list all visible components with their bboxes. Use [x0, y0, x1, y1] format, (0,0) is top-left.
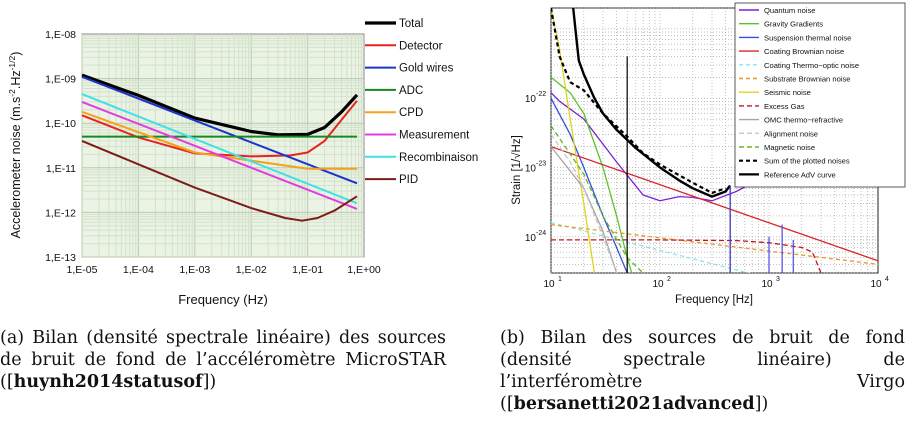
legend-label: Recombinaison: [399, 152, 478, 164]
y-tick-label: 10: [525, 233, 537, 244]
caption-b: (b) Bilan des sources de bruit de fond (…: [500, 327, 905, 415]
series-line: [572, 8, 732, 198]
series-line: [81, 73, 359, 137]
legend-label: Gravity Gradients: [764, 20, 823, 29]
chart-b-x-axis-label: Frequency [Hz]: [675, 294, 753, 306]
y-tick-label: 1,E-13: [45, 252, 76, 264]
caption-b-ref: bersanetti2021advanced: [513, 394, 755, 414]
caption-a: (a) Bilan (densité spectrale linéaire) d…: [0, 327, 446, 393]
y-tick-label: 1,E-09: [45, 74, 76, 86]
x-tick-exponent: 4: [885, 276, 889, 283]
legend-label: Alignment noise: [764, 129, 818, 138]
legend-label: CPD: [399, 107, 423, 119]
chart-b-legend: Quantum noise Gravity Gradients Suspension…: [734, 2, 906, 188]
chart-b-resonance-lines: [626, 56, 794, 273]
legend-label: Coating Thermo−optic noise: [764, 61, 859, 70]
chart-a-series: [81, 73, 359, 222]
y-tick-label: 10: [525, 94, 537, 105]
caption-b-close: ]): [754, 394, 769, 414]
x-tick-label: 1,E-03: [179, 264, 210, 276]
series-line: [81, 139, 358, 222]
chart-a-plot-area: [81, 33, 365, 258]
legend-label: Detector: [399, 40, 443, 52]
series-line: [551, 97, 628, 273]
x-tick-label: 10: [761, 279, 773, 290]
caption-b-text: (b) Bilan des sources de bruit de fond (…: [500, 328, 905, 414]
series-line: [81, 100, 358, 210]
x-tick-label: 1,E-05: [67, 264, 98, 276]
legend-label: Magnetic noise: [764, 143, 815, 152]
legend-label: Measurement: [399, 130, 470, 142]
caption-a-ref: huynh2014statusof: [13, 372, 203, 392]
y-tick-label: 10: [525, 163, 537, 174]
chart-a-x-axis-label: Frequency (Hz): [178, 292, 268, 307]
legend-label: Coating Brownian noise: [764, 47, 844, 56]
x-tick-exponent: 1: [558, 276, 562, 283]
y-tick-exponent: -23: [536, 160, 546, 167]
series-line: [551, 125, 644, 273]
caption-a-close: ]): [202, 372, 217, 392]
legend-label: Total: [399, 18, 423, 30]
x-tick-label: 1,E+00: [347, 264, 381, 276]
y-tick-label: 1,E-12: [45, 207, 76, 219]
x-tick-label: 10: [870, 279, 882, 290]
series-line: [81, 75, 358, 185]
series-line: [551, 134, 618, 273]
y-tick-label: 1,E-08: [45, 29, 76, 41]
legend-label: Sum of the plotted noises: [764, 157, 850, 166]
series-line: [551, 223, 878, 265]
x-tick-label: 1,E-02: [236, 264, 267, 276]
series-line: [551, 146, 618, 273]
legend-label: Reference AdV curve: [764, 170, 836, 179]
x-tick-exponent: 3: [776, 276, 780, 283]
legend-label: Suspension thermal noise: [764, 33, 851, 42]
x-tick-label: 10: [543, 279, 555, 290]
legend-label: Quantum noise: [764, 6, 816, 15]
chart-a-tick-labels: 1,E-05 1,E-04 1,E-03 1,E-02 1,E-01 1,E+00 1,E-…: [45, 29, 381, 276]
y-tick-label: 1,E-10: [45, 118, 76, 130]
chart-a-y-axis-label: Accelerometer noise (m.s-2.Hz-1/2): [7, 52, 23, 239]
y-tick-label: 1,E-11: [46, 163, 76, 175]
series-line: [551, 221, 752, 273]
legend-label: Seismic noise: [764, 88, 811, 97]
chart-a-legend: Total Detector Gold wires ADC CPD Measurement…: [365, 18, 478, 186]
chart-b-y-axis-label: Strain [1/√Hz]: [510, 135, 523, 205]
legend-box: [734, 2, 906, 188]
series-line: [81, 93, 358, 205]
series-line: [551, 145, 878, 262]
x-tick-label: 1,E-04: [123, 264, 154, 276]
accelerometer-noise-chart: 1,E-05 1,E-04 1,E-03 1,E-02 1,E-01 1,E+00 1,E-…: [7, 18, 478, 307]
legend-label: PID: [399, 174, 418, 186]
legend-label: ADC: [399, 85, 423, 97]
series-line: [81, 100, 358, 158]
x-tick-label: 1,E-01: [292, 264, 323, 276]
legend-label: Substrate Brownian noise: [764, 75, 851, 84]
y-tick-exponent: -22: [536, 91, 546, 98]
caption-a-text: (a) Bilan (densité spectrale linéaire) d…: [0, 328, 446, 392]
legend-label: Gold wires: [399, 63, 454, 75]
y-tick-exponent: -24: [536, 230, 546, 237]
legend-label: OMC thermo−refractive: [764, 116, 843, 125]
x-tick-exponent: 2: [667, 276, 671, 283]
x-tick-label: 10: [652, 279, 664, 290]
legend-label: Excess Gas: [764, 102, 805, 111]
